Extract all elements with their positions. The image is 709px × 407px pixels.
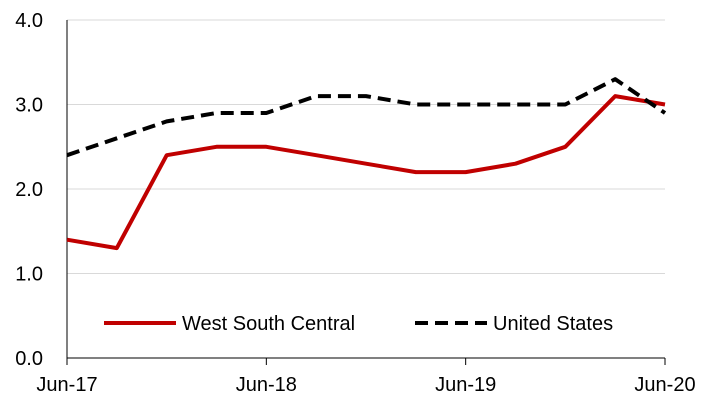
series-lines xyxy=(66,77,667,251)
x-tick-label: Jun-18 xyxy=(236,374,297,396)
series-line-0 xyxy=(66,94,666,251)
y-tick-label: 2.0 xyxy=(15,179,43,201)
x-tick-label: Jun-19 xyxy=(435,374,496,396)
y-tick-label: 4.0 xyxy=(15,10,43,32)
gridlines xyxy=(67,19,665,274)
x-tick-label: Jun-17 xyxy=(36,374,97,396)
legend-label: West South Central xyxy=(182,313,355,335)
tick-labels: 0.0 1.0 2.0 3.0 4.0 Jun-17 Jun-18 Jun-19 Jun-20 xyxy=(15,10,695,396)
y-tick-label: 1.0 xyxy=(15,264,43,286)
legend: West South Central United States xyxy=(104,313,613,335)
x-tick-label: Jun-20 xyxy=(634,374,695,396)
axes xyxy=(66,20,666,365)
y-tick-label: 3.0 xyxy=(15,95,43,117)
series-line-1 xyxy=(66,77,667,158)
y-tick-label: 0.0 xyxy=(15,348,43,370)
legend-label: United States xyxy=(493,313,613,335)
